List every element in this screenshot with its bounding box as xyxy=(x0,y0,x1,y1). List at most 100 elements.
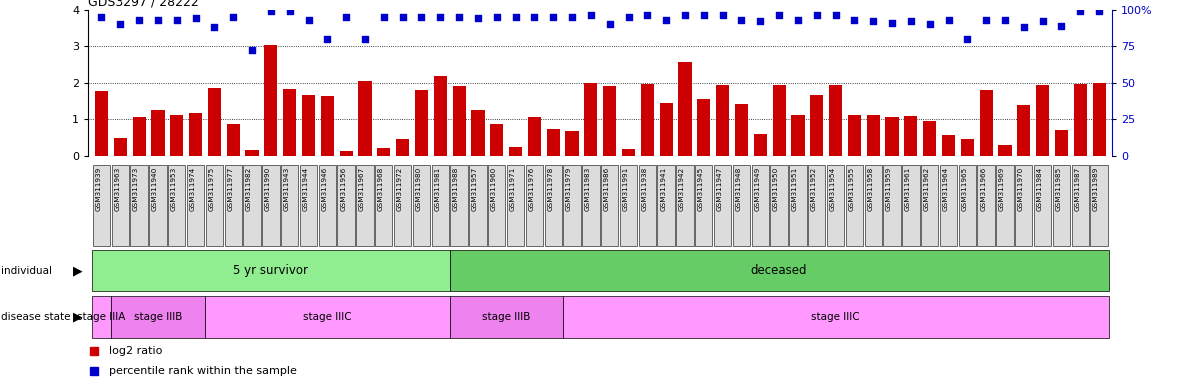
FancyBboxPatch shape xyxy=(620,165,637,246)
FancyBboxPatch shape xyxy=(1090,165,1108,246)
Bar xyxy=(791,115,805,156)
Bar xyxy=(659,103,673,156)
Point xyxy=(676,12,694,18)
FancyBboxPatch shape xyxy=(413,165,430,246)
Bar xyxy=(584,83,598,156)
Bar xyxy=(979,90,992,156)
FancyBboxPatch shape xyxy=(884,165,900,246)
Point xyxy=(506,14,525,20)
Bar xyxy=(998,145,1011,156)
FancyBboxPatch shape xyxy=(940,165,957,246)
Text: GSM311989: GSM311989 xyxy=(1093,167,1099,211)
Bar xyxy=(527,117,541,156)
Text: GSM311959: GSM311959 xyxy=(886,167,892,211)
Text: GSM311955: GSM311955 xyxy=(849,167,855,211)
FancyBboxPatch shape xyxy=(319,165,335,246)
FancyBboxPatch shape xyxy=(112,165,129,246)
Text: GSM311988: GSM311988 xyxy=(453,167,459,211)
Text: stage IIIB: stage IIIB xyxy=(481,312,531,322)
Point xyxy=(1015,24,1033,30)
Bar xyxy=(753,134,767,156)
Point xyxy=(374,14,393,20)
Text: GSM311968: GSM311968 xyxy=(378,167,384,211)
Bar xyxy=(414,90,428,156)
Point xyxy=(205,24,224,30)
Bar xyxy=(189,113,202,156)
FancyBboxPatch shape xyxy=(564,165,580,246)
FancyBboxPatch shape xyxy=(977,165,995,246)
FancyBboxPatch shape xyxy=(92,250,450,291)
FancyBboxPatch shape xyxy=(93,165,111,246)
Bar xyxy=(433,76,447,156)
FancyBboxPatch shape xyxy=(187,165,205,246)
Text: GSM311941: GSM311941 xyxy=(660,167,666,211)
Text: GSM311965: GSM311965 xyxy=(962,167,967,211)
FancyBboxPatch shape xyxy=(300,165,317,246)
Bar xyxy=(866,115,879,156)
FancyBboxPatch shape xyxy=(206,165,224,246)
Text: GSM311953: GSM311953 xyxy=(171,167,177,211)
FancyBboxPatch shape xyxy=(244,165,260,246)
Bar xyxy=(358,81,372,156)
Bar xyxy=(152,110,165,156)
Text: GSM311950: GSM311950 xyxy=(773,167,779,211)
Bar xyxy=(133,117,146,156)
Text: GSM311975: GSM311975 xyxy=(208,167,214,211)
Bar xyxy=(321,96,334,156)
FancyBboxPatch shape xyxy=(1052,165,1070,246)
Text: ▶: ▶ xyxy=(73,264,82,277)
FancyBboxPatch shape xyxy=(262,165,279,246)
Bar xyxy=(95,91,108,156)
Bar xyxy=(171,115,184,156)
Point xyxy=(299,17,318,23)
Text: GSM311963: GSM311963 xyxy=(114,167,120,211)
Text: GSM311957: GSM311957 xyxy=(472,167,478,211)
Bar xyxy=(377,148,391,156)
Text: stage IIIB: stage IIIB xyxy=(134,312,182,322)
Text: GSM311948: GSM311948 xyxy=(736,167,742,211)
FancyBboxPatch shape xyxy=(451,165,467,246)
Bar xyxy=(1073,84,1086,156)
Text: GSM311966: GSM311966 xyxy=(980,167,986,211)
Text: GSM311942: GSM311942 xyxy=(679,167,685,211)
Point xyxy=(337,14,355,20)
Point xyxy=(167,17,186,23)
Bar xyxy=(697,99,711,156)
FancyBboxPatch shape xyxy=(1015,165,1032,246)
Point xyxy=(393,14,412,20)
Bar xyxy=(942,136,955,156)
Text: GSM311958: GSM311958 xyxy=(867,167,873,211)
Point xyxy=(487,14,506,20)
Point xyxy=(694,12,713,18)
Point xyxy=(826,12,845,18)
FancyBboxPatch shape xyxy=(752,165,769,246)
Text: GSM311947: GSM311947 xyxy=(717,167,723,211)
FancyBboxPatch shape xyxy=(450,250,1109,291)
Point xyxy=(224,14,242,20)
Text: 5 yr survivor: 5 yr survivor xyxy=(233,264,308,277)
Text: GSM311979: GSM311979 xyxy=(566,167,572,211)
FancyBboxPatch shape xyxy=(168,165,186,246)
Point xyxy=(619,14,638,20)
Text: GSM311940: GSM311940 xyxy=(152,167,158,211)
Text: stage IIIA: stage IIIA xyxy=(78,312,126,322)
Point xyxy=(732,17,751,23)
Text: GSM311956: GSM311956 xyxy=(340,167,346,211)
Text: GSM311945: GSM311945 xyxy=(698,167,704,211)
FancyBboxPatch shape xyxy=(714,165,731,246)
FancyBboxPatch shape xyxy=(281,165,298,246)
Point xyxy=(468,15,487,22)
FancyBboxPatch shape xyxy=(996,165,1013,246)
Text: GDS3297 / 28222: GDS3297 / 28222 xyxy=(88,0,199,8)
FancyBboxPatch shape xyxy=(111,296,205,338)
Point xyxy=(280,8,299,14)
FancyBboxPatch shape xyxy=(338,165,354,246)
Bar xyxy=(265,45,278,156)
Text: GSM311972: GSM311972 xyxy=(397,167,403,211)
FancyBboxPatch shape xyxy=(545,165,561,246)
Bar xyxy=(904,116,917,156)
Bar xyxy=(772,86,786,156)
Text: GSM311976: GSM311976 xyxy=(528,167,534,211)
Point xyxy=(525,14,544,20)
Point xyxy=(450,14,468,20)
